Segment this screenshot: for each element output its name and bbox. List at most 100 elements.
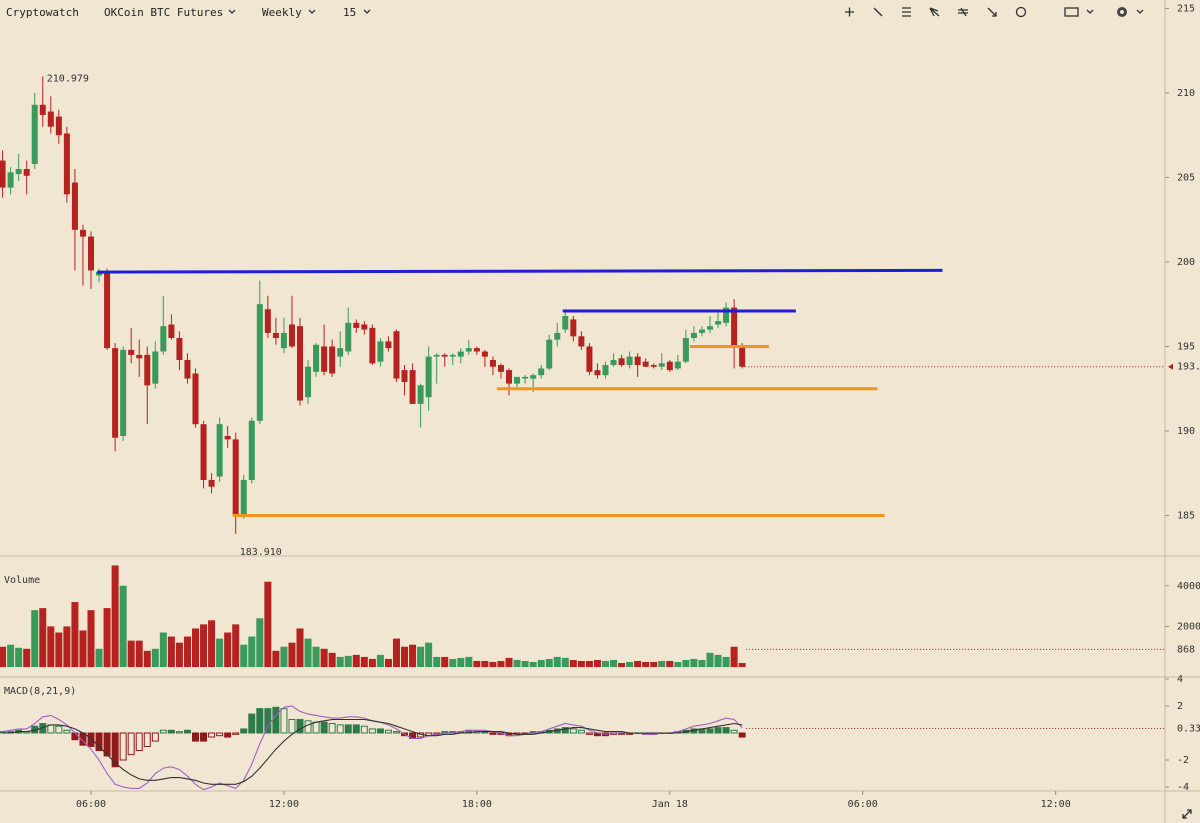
- macd-histogram-bar: [216, 732, 224, 737]
- candle-body: [15, 169, 22, 175]
- candle-body: [538, 368, 545, 376]
- circle-tool[interactable]: [1015, 6, 1027, 18]
- volume-bar: [497, 660, 505, 668]
- volume-bar: [208, 620, 216, 668]
- volume-bar: [714, 654, 722, 668]
- candle-body: [441, 354, 448, 357]
- macd-histogram-bar: [55, 725, 63, 734]
- x-tick-label: Jan 18: [652, 799, 688, 810]
- pane-title: MACD(8,21,9): [4, 686, 76, 697]
- candle-body: [546, 339, 553, 369]
- fan-tool[interactable]: [929, 7, 940, 17]
- volume-bar: [175, 642, 183, 668]
- candle-body: [272, 332, 279, 339]
- chevron: [228, 9, 236, 14]
- candle-body: [449, 354, 456, 357]
- candle-body: [425, 356, 432, 398]
- x-tick-label: 12:00: [269, 799, 299, 810]
- volume-bar: [626, 661, 634, 668]
- hline-tool[interactable]: [902, 7, 911, 17]
- candle-body: [473, 348, 480, 352]
- volume-bar: [344, 655, 352, 668]
- candle-body: [626, 356, 633, 366]
- line-tool[interactable]: [873, 7, 883, 17]
- volume-bar: [71, 602, 79, 668]
- volume-bar: [489, 661, 497, 668]
- volume-bar: [577, 660, 585, 668]
- candle-body: [433, 354, 440, 357]
- macd-histogram-bar: [288, 718, 296, 734]
- last-price-label: 193.: [1177, 362, 1200, 373]
- volume-bar: [135, 640, 143, 668]
- volume-bar: [119, 585, 127, 668]
- volume-bar: [658, 660, 666, 668]
- candle-body: [71, 182, 78, 230]
- volume-bar: [674, 661, 682, 668]
- source-name[interactable]: Cryptowatch: [6, 6, 79, 19]
- volume-bar: [593, 659, 601, 668]
- candle-body: [562, 316, 569, 330]
- volume-bar: [151, 648, 159, 668]
- volume-bar: [610, 659, 618, 668]
- candle-body: [31, 104, 38, 164]
- x-tick-label: 12:00: [1041, 799, 1071, 810]
- y-tick-label: 215: [1177, 3, 1195, 14]
- candle-body: [0, 160, 6, 188]
- volume-bar: [730, 646, 738, 668]
- resize-handle[interactable]: [1182, 809, 1192, 819]
- interval-label[interactable]: 15: [343, 6, 356, 19]
- macd-histogram-bar: [296, 718, 304, 734]
- market-label[interactable]: OKCoin BTC Futures: [104, 6, 223, 19]
- macd-histogram-bar: [103, 732, 111, 757]
- macd-histogram-bar: [384, 729, 392, 734]
- macd-histogram-bar: [151, 732, 159, 742]
- interval-dropdown[interactable]: 15: [343, 6, 371, 19]
- candle-body: [144, 354, 151, 386]
- macd-histogram-bar: [264, 708, 272, 734]
- candle-body: [514, 376, 521, 384]
- macd-histogram-bar: [376, 728, 384, 734]
- fib-tool[interactable]: [958, 7, 968, 17]
- candle-body: [7, 172, 14, 188]
- volume-bar: [320, 648, 328, 668]
- candle-body: [329, 346, 336, 374]
- candle-body: [715, 321, 722, 325]
- macd-histogram-bar: [208, 732, 216, 738]
- volume-bar: [336, 656, 344, 668]
- candle-body: [240, 479, 247, 516]
- macd-histogram-bar: [87, 732, 95, 747]
- candle-body: [176, 338, 183, 360]
- volume-bar: [224, 632, 232, 668]
- volume-bar: [240, 644, 248, 668]
- market-dropdown[interactable]: OKCoin BTC Futures: [104, 6, 236, 19]
- candle-body: [554, 332, 561, 340]
- volume-bar: [264, 581, 272, 668]
- candle-body: [666, 361, 673, 371]
- volume-bar: [55, 632, 63, 668]
- y-tick-label: 4: [1177, 674, 1183, 685]
- macd-histogram-bar: [352, 724, 360, 734]
- volume-bar: [39, 608, 47, 668]
- period-label[interactable]: Weekly: [262, 6, 302, 19]
- volume-bar: [666, 660, 674, 668]
- crosshair-tool[interactable]: [845, 7, 854, 17]
- candle-body: [313, 344, 320, 372]
- candle-body: [256, 304, 263, 421]
- keyboard-button[interactable]: [1064, 7, 1079, 17]
- arrow-tool[interactable]: [987, 7, 997, 17]
- volume-bar: [618, 663, 626, 668]
- candle-body: [594, 370, 601, 376]
- settings-hole: [1120, 10, 1124, 14]
- macd-histogram-bar: [738, 732, 746, 738]
- volume-bar: [256, 618, 264, 668]
- macd-histogram-bar: [119, 732, 127, 761]
- macd-histogram-bar: [368, 728, 376, 734]
- candle-body: [739, 346, 746, 367]
- period-dropdown[interactable]: Weekly: [262, 6, 316, 19]
- candle-body: [465, 348, 472, 352]
- volume-bar: [529, 661, 537, 668]
- candle-body: [192, 373, 199, 425]
- volume-bar: [682, 659, 690, 668]
